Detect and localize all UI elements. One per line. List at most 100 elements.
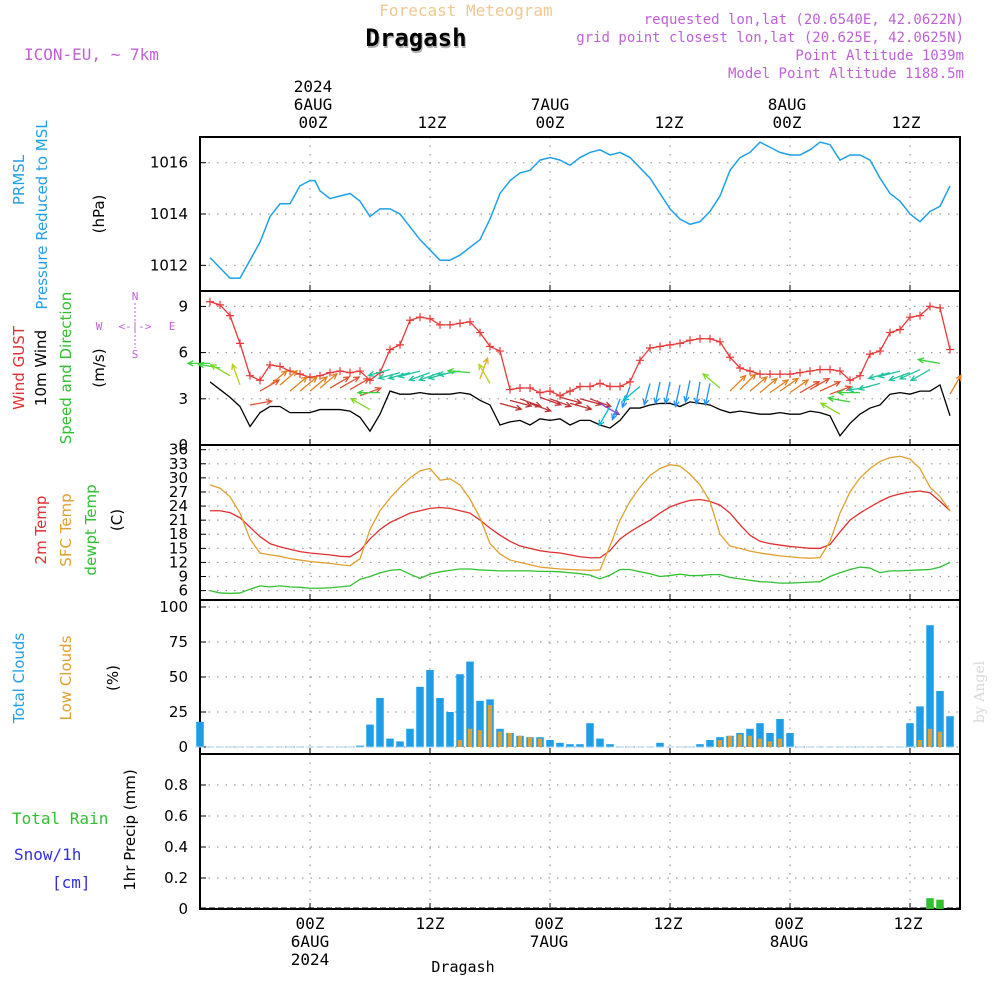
low-cloud-bar bbox=[747, 735, 753, 747]
ytick-precip: 0 bbox=[178, 900, 188, 918]
low-cloud-bar bbox=[727, 735, 733, 747]
gust-marker bbox=[516, 384, 524, 393]
gust-marker bbox=[746, 367, 754, 376]
wind-arrow bbox=[729, 375, 747, 392]
wind-arrow-head bbox=[693, 397, 701, 405]
wind-arrow bbox=[299, 376, 318, 392]
ytick-temperature: 27 bbox=[169, 483, 188, 501]
low-cloud-bar bbox=[477, 730, 483, 747]
compass-arrows: <-|-> bbox=[118, 320, 151, 333]
gust-marker bbox=[296, 370, 304, 379]
wind-arrow bbox=[509, 399, 532, 407]
gust-marker bbox=[946, 345, 954, 354]
wind-arrow-head bbox=[290, 369, 298, 377]
total-cloud-bar bbox=[586, 723, 594, 747]
total-cloud-bar bbox=[606, 744, 614, 747]
wind-arrow bbox=[231, 364, 241, 386]
wind-arrow bbox=[349, 377, 370, 391]
wind-arrow-head bbox=[436, 370, 445, 378]
bottom-date-8aug: 8AUG bbox=[770, 932, 809, 951]
low-cloud-bar bbox=[757, 738, 763, 747]
gust-marker bbox=[716, 337, 724, 346]
label-ms: (m/s) bbox=[90, 348, 108, 387]
wind-arrow-head bbox=[209, 363, 217, 371]
gust-marker bbox=[836, 367, 844, 376]
gust-marker bbox=[686, 336, 694, 345]
wind-arrow-head bbox=[857, 384, 865, 391]
wind-arrow-head bbox=[387, 373, 395, 381]
low-cloud-bar bbox=[917, 740, 923, 747]
wind-arrow bbox=[519, 398, 541, 407]
total-cloud-bar bbox=[766, 733, 774, 747]
low-cloud-bar bbox=[517, 735, 523, 747]
wind-arrow-head bbox=[377, 373, 385, 381]
gust-marker bbox=[856, 371, 864, 380]
wind-arrow bbox=[589, 398, 611, 407]
ytick-temperature: 24 bbox=[169, 497, 188, 515]
wind-arrow bbox=[664, 381, 671, 404]
wind-arrow-head bbox=[310, 375, 318, 383]
top-tick-00z-1: 00Z bbox=[299, 113, 328, 132]
label-wind-gust: Wind GUST bbox=[10, 325, 28, 410]
gust-marker bbox=[626, 377, 634, 386]
total-cloud-bar bbox=[596, 738, 604, 747]
wind-arrow bbox=[611, 398, 621, 420]
wind-arrow-head bbox=[564, 401, 573, 408]
gust-marker bbox=[796, 368, 804, 377]
gust-marker bbox=[246, 371, 254, 380]
wind-arrow bbox=[559, 396, 582, 404]
wind-arrow bbox=[654, 381, 661, 404]
total-cloud-bar bbox=[576, 744, 584, 747]
label-total-rain: Total Rain bbox=[12, 809, 108, 828]
wind-arrow bbox=[759, 378, 778, 394]
low-cloud-bar bbox=[937, 731, 943, 747]
wind-arrow bbox=[210, 364, 231, 377]
wind-arrow-head bbox=[265, 398, 274, 406]
gust-marker bbox=[206, 297, 214, 306]
wind-arrow bbox=[329, 376, 350, 389]
wind-arrow-head bbox=[320, 375, 328, 383]
ytick-temperature: 30 bbox=[169, 469, 188, 487]
wind-arrow-head bbox=[621, 401, 628, 409]
wind-arrow-head bbox=[186, 360, 194, 367]
bottom-tick-00z-1: 00Z bbox=[296, 914, 325, 933]
label-percent: (%) bbox=[104, 665, 122, 691]
wind-arrow-head bbox=[781, 379, 790, 386]
wind-arrow-head bbox=[844, 385, 853, 392]
precip-bar bbox=[936, 899, 944, 909]
total-cloud-bar bbox=[446, 712, 454, 747]
ytick-clouds: 100 bbox=[159, 598, 188, 616]
gust-marker bbox=[506, 385, 514, 394]
top-tick-00z-3: 00Z bbox=[773, 113, 802, 132]
total-cloud-bar bbox=[466, 661, 474, 747]
wind-arrow bbox=[350, 398, 371, 411]
ytick-temperature: 9 bbox=[178, 568, 188, 586]
wind-arrow bbox=[949, 374, 962, 395]
label-precip-mm: 1hr Precip (mm) bbox=[121, 769, 139, 890]
total-cloud-bar bbox=[756, 723, 764, 747]
wind-arrow-head bbox=[374, 386, 383, 393]
wind-arrow bbox=[279, 370, 298, 386]
wind-arrow-head bbox=[525, 401, 533, 408]
model-altitude: Model Point Altitude 1188.5m bbox=[728, 66, 964, 82]
wind-arrow-head bbox=[833, 381, 842, 387]
compass-n: N bbox=[132, 290, 139, 303]
wind-arrow bbox=[598, 406, 611, 426]
label-total-clouds: Total Clouds bbox=[10, 633, 28, 725]
ytick-precip: 0.2 bbox=[164, 869, 188, 887]
gust-marker bbox=[726, 353, 734, 362]
gust-marker bbox=[806, 367, 814, 376]
wind-arrow bbox=[684, 380, 691, 402]
label-celsius: (C) bbox=[108, 509, 126, 531]
total-cloud-bar bbox=[416, 686, 424, 747]
label-snow-unit: [cm] bbox=[52, 873, 91, 892]
wind-arrow bbox=[643, 383, 651, 405]
wind-arrow-head bbox=[515, 404, 523, 411]
ytick-precip: 0.4 bbox=[164, 838, 188, 856]
gust-marker bbox=[666, 340, 674, 349]
wind-arrow-head bbox=[703, 398, 710, 407]
wind-arrow-head bbox=[622, 394, 630, 402]
ytick-temperature: 15 bbox=[169, 539, 188, 557]
gust-marker bbox=[266, 360, 274, 369]
compass-s: S bbox=[132, 348, 139, 361]
